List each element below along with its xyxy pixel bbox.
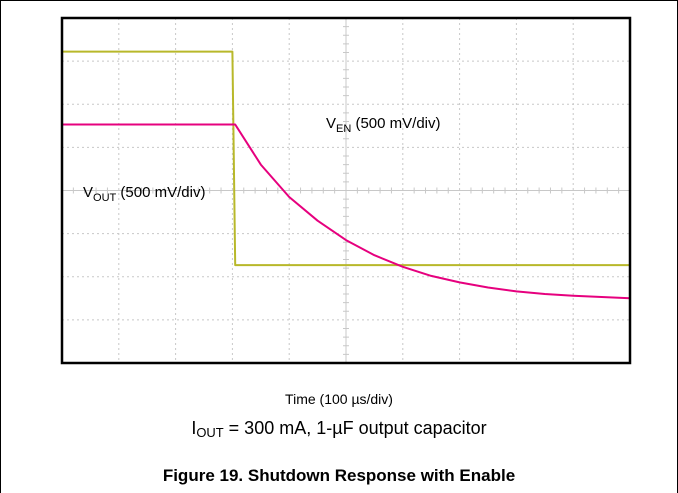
vout-trace [62,123,631,300]
page-border-left [0,0,1,493]
plot-grid [62,18,630,363]
vout-label-rest: (500 mV/div) [116,184,205,201]
condition-rest: = 300 mA, 1-µF output capacitor [223,418,487,438]
ven-label-rest: (500 mV/div) [351,115,440,132]
figure-title: Figure 19. Shutdown Response with Enable [162,466,516,485]
condition-main: I [191,418,197,438]
ven-label-sub: EN [336,123,351,135]
ven-label-main: V [326,115,336,132]
page-border-top [0,0,678,1]
vout-label-sub: OUT [93,192,117,204]
oscilloscope-plot: VEN (500 mV/div) VOUT (500 mV/div) [60,16,632,365]
plot-traces [62,50,631,300]
x-axis-label: Time (100 µs/div) [285,391,393,407]
vout-label-main: V [83,184,93,201]
plot-frame [60,16,632,365]
vout-series-label: VOUT (500 mV/div) [83,184,205,204]
test-condition-caption: IOUT = 300 mA, 1-µF output capacitor [0,418,678,440]
ven-series-label: VEN (500 mV/div) [326,115,441,135]
condition-sub: OUT [196,425,224,441]
ven-trace [62,50,630,267]
